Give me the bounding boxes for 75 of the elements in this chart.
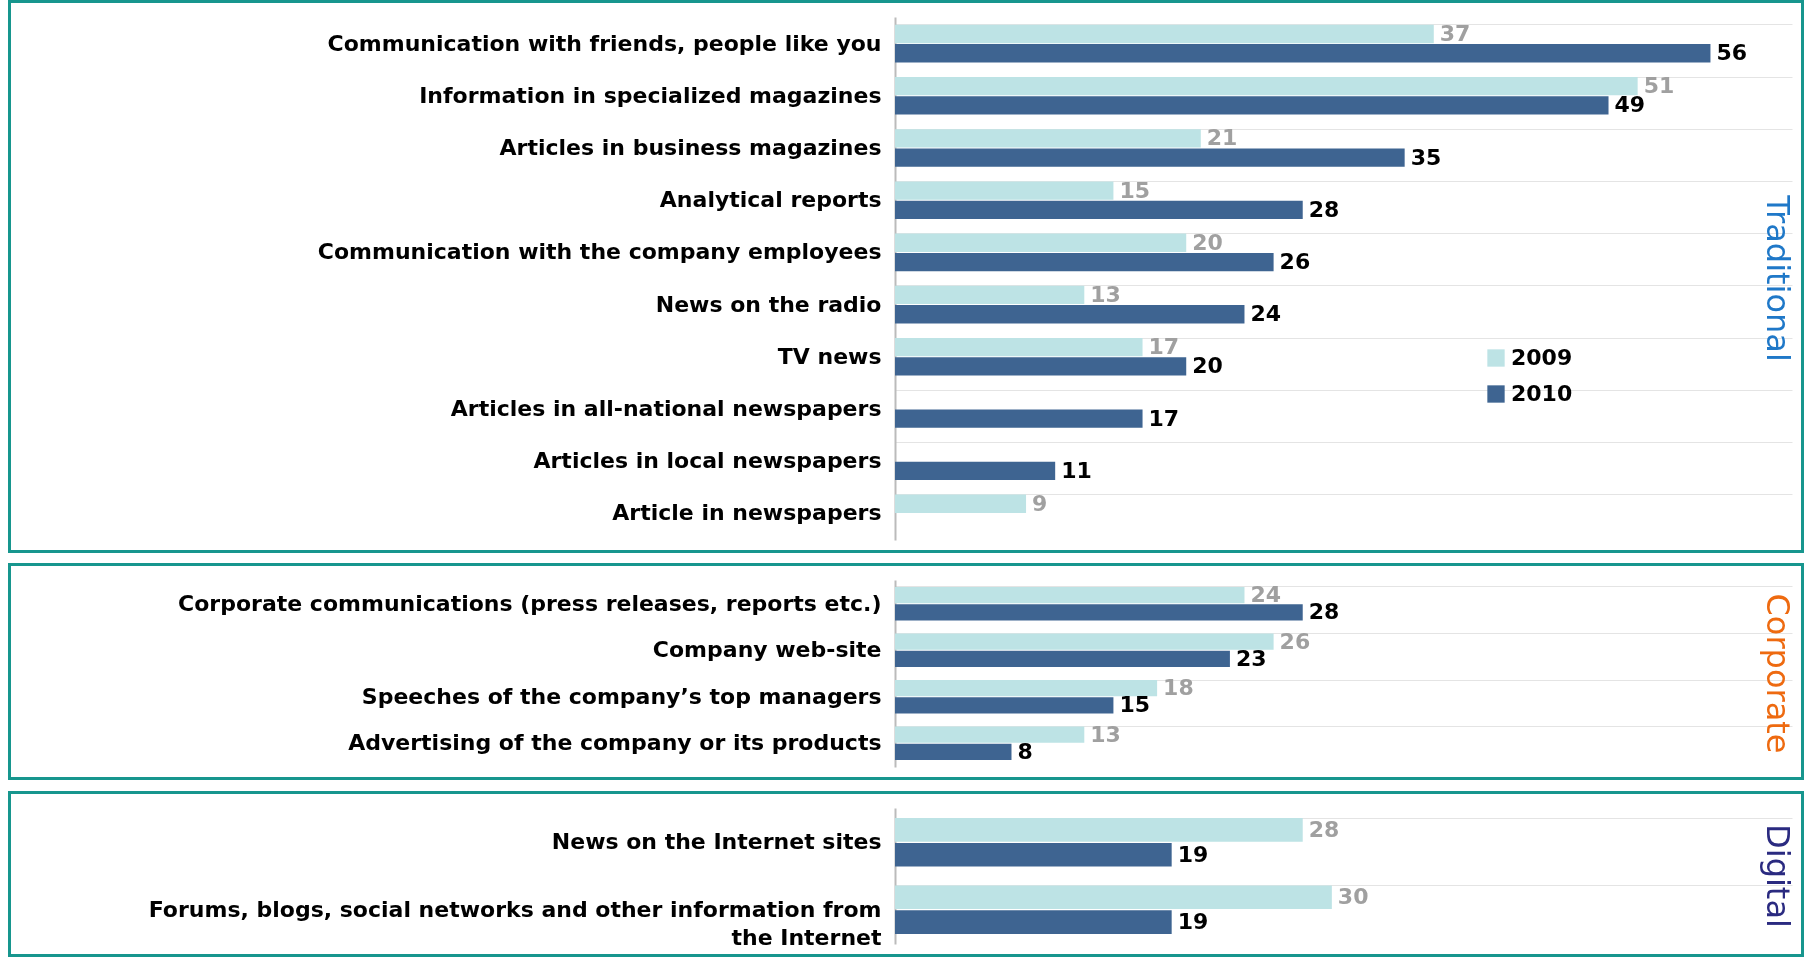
data-label: 51 [1643, 73, 1675, 99]
bar [895, 24, 1434, 44]
y-tick-label: Communication with the company employees [317, 239, 882, 265]
data-label: 8 [1017, 738, 1033, 764]
bar [895, 338, 1143, 357]
data-label: 13 [1090, 721, 1121, 747]
data-label: 24 [1250, 582, 1282, 608]
bar [895, 148, 1405, 167]
data-label: 15 [1119, 692, 1151, 718]
y-tick-label: Corporate communications (press releases, reports etc.) [178, 590, 882, 616]
data-label: 19 [1177, 909, 1209, 935]
y-tick-label: Advertising of the company or its products [348, 730, 882, 756]
data-label: 19 [1177, 841, 1209, 867]
bar [895, 633, 1274, 650]
data-label: 11 [1061, 457, 1092, 483]
data-label: 17 [1148, 405, 1180, 431]
text: Digital [1759, 824, 1797, 928]
bar [895, 409, 1143, 428]
data-label: 20 [1192, 229, 1223, 255]
bar [895, 200, 1303, 219]
legend-label: 2009 [1511, 345, 1573, 370]
data-label: 26 [1279, 249, 1311, 275]
data-label: 30 [1337, 884, 1369, 910]
bar [895, 680, 1158, 697]
data-label: 20 [1192, 353, 1223, 379]
bar [895, 494, 1027, 513]
text: Corporate [1759, 593, 1797, 754]
bar [895, 743, 1012, 761]
y-tick-label: Information in specialized magazines [419, 82, 882, 108]
bar [895, 96, 1609, 115]
bar [895, 604, 1303, 621]
bar [895, 181, 1114, 200]
bar [895, 357, 1187, 376]
bar [895, 461, 1056, 480]
data-label: 18 [1163, 675, 1194, 701]
bar [895, 233, 1187, 252]
y-tick-label: Articles in all-national newspapers [450, 395, 882, 421]
data-label: 37 [1439, 20, 1471, 46]
data-label: 49 [1614, 92, 1646, 118]
bar [895, 650, 1230, 667]
data-label: 26 [1279, 628, 1311, 654]
bar [895, 586, 1245, 604]
data-label: 28 [1308, 599, 1340, 625]
y-tick-label: Articles in local newspapers [533, 448, 882, 474]
data-label: 13 [1090, 281, 1121, 307]
y-tick-label: Analytical reports [659, 187, 882, 213]
y-tick-label: Communication with friends, people like you [327, 30, 882, 56]
y-tick-label: Speeches of the company’s top managers [361, 683, 882, 709]
y-tick-label: News on the Internet sites [551, 829, 882, 855]
bar [895, 77, 1638, 96]
data-label: 28 [1308, 816, 1340, 842]
y-tick-label: Company web-site [652, 637, 882, 663]
y-tick-label: Articles in business magazines [499, 135, 882, 161]
data-label: 15 [1119, 177, 1151, 203]
data-label: 17 [1148, 334, 1180, 360]
bar [895, 44, 1711, 63]
data-label: 9 [1032, 490, 1048, 516]
text: Traditional [1759, 194, 1797, 362]
y-tick-label: TV news [777, 343, 882, 369]
y-tick-label: Forums, blogs, social networks and other information from the Internet [148, 896, 882, 950]
bar [895, 697, 1114, 714]
bar [895, 129, 1201, 148]
legend-label: 2010 [1511, 381, 1573, 406]
bar [895, 252, 1274, 272]
y-tick-label: Article in newspapers [612, 500, 882, 526]
data-label: 56 [1716, 40, 1748, 66]
bar [895, 285, 1085, 305]
data-label: 35 [1410, 144, 1442, 170]
y-tick-label: News on the radio [655, 291, 882, 317]
data-label: 24 [1250, 301, 1282, 327]
data-label: 28 [1308, 196, 1340, 222]
bar [895, 726, 1085, 743]
data-label: 21 [1206, 125, 1238, 151]
bar [895, 305, 1245, 324]
data-label: 23 [1235, 645, 1267, 671]
